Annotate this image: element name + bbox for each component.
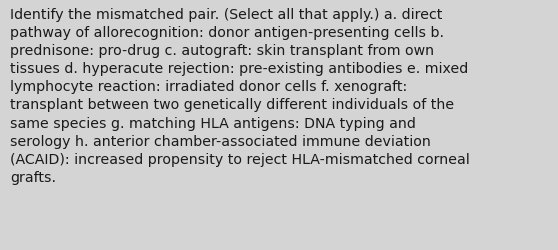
Text: Identify the mismatched pair. (Select all that apply.) a. direct
pathway of allo: Identify the mismatched pair. (Select al… <box>10 8 470 184</box>
